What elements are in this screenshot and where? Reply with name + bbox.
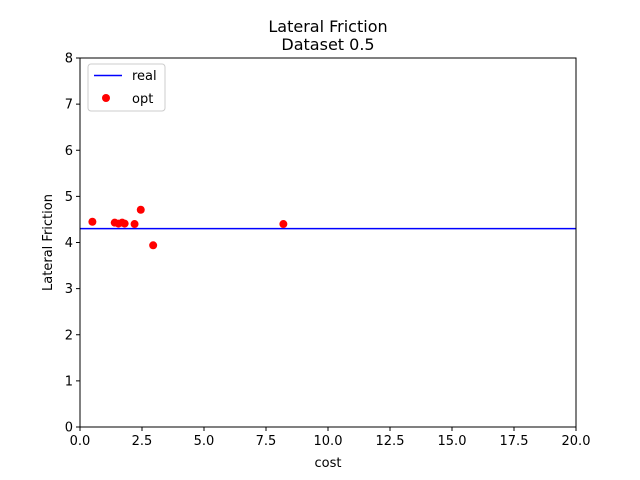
legend-real-label: real (132, 69, 157, 84)
x-tick-label: 10.0 (314, 434, 343, 449)
x-axis-label: cost (315, 456, 342, 471)
y-tick-label: 7 (65, 98, 73, 113)
chart-title-line-1: Lateral Friction (268, 17, 387, 36)
y-tick-label: 6 (65, 144, 73, 159)
chart-title-line-2: Dataset 0.5 (281, 35, 374, 54)
series-opt-point-5 (130, 220, 139, 229)
legend-opt-label: opt (132, 92, 153, 107)
y-tick-label: 2 (65, 328, 73, 343)
x-tick-label: 17.5 (500, 434, 529, 449)
x-tick-label: 5.0 (194, 434, 215, 449)
series-opt-point-6 (136, 205, 145, 214)
x-tick-label: 20.0 (562, 434, 591, 449)
y-tick-label: 4 (65, 236, 73, 251)
x-tick-label: 2.5 (132, 434, 153, 449)
series-opt-point-8 (279, 220, 288, 229)
x-tick-label: 15.0 (438, 434, 467, 449)
plot-area: 0.0 2.5 5.0 7.5 10.0 12.5 15.0 17.5 20.0 0 1 2 3 4 5 6 7… (65, 52, 591, 450)
series-opt-point-7 (149, 241, 158, 250)
y-tick-label: 1 (65, 374, 73, 389)
y-tick-label: 5 (65, 190, 73, 205)
series-opt-point-0 (88, 217, 97, 226)
y-axis-label: Lateral Friction (41, 194, 56, 291)
legend: real opt (87, 63, 166, 112)
series-opt-point-4 (120, 219, 129, 228)
x-tick-label: 12.5 (376, 434, 405, 449)
x-tick-label: 0.0 (70, 434, 91, 449)
legend-opt-swatch (102, 94, 110, 102)
y-tick-label: 3 (65, 282, 73, 297)
y-tick-label: 0 (65, 421, 73, 436)
x-tick-label: 7.5 (256, 434, 277, 449)
y-tick-label: 8 (65, 52, 73, 67)
